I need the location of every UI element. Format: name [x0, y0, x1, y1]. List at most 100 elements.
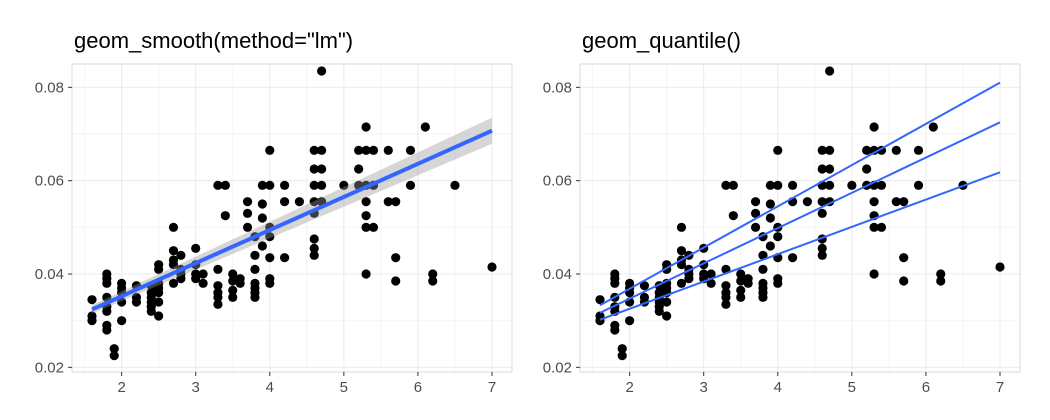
data-point	[198, 278, 208, 288]
data-point	[487, 262, 497, 272]
data-point	[250, 264, 260, 274]
data-point	[309, 250, 319, 260]
data-point	[309, 234, 319, 244]
data-point	[213, 264, 223, 274]
data-point	[825, 164, 835, 174]
data-point	[995, 262, 1005, 272]
data-point	[317, 145, 327, 155]
data-point	[168, 260, 179, 270]
data-point	[617, 351, 627, 361]
data-point	[913, 180, 924, 190]
data-point	[87, 316, 97, 326]
data-point	[817, 197, 827, 207]
data-point	[773, 180, 783, 190]
data-point	[361, 269, 371, 279]
x-tick-label: 7	[488, 379, 496, 396]
data-point	[743, 274, 753, 284]
data-point	[787, 180, 798, 190]
data-point	[220, 180, 230, 190]
data-point	[368, 145, 379, 155]
data-point	[721, 281, 731, 291]
data-point	[265, 180, 275, 190]
data-point	[869, 145, 879, 155]
data-point	[891, 145, 901, 155]
data-point	[279, 180, 290, 190]
y-tick-label: 0.02	[35, 359, 64, 376]
data-point	[117, 316, 127, 326]
data-point	[102, 325, 112, 335]
data-point	[102, 306, 112, 316]
data-point	[765, 199, 775, 209]
data-point	[228, 269, 238, 279]
data-point	[817, 145, 827, 155]
data-point	[684, 274, 694, 284]
data-point	[168, 246, 179, 256]
data-point	[228, 276, 238, 286]
data-point	[428, 269, 438, 279]
data-point	[420, 122, 430, 132]
data-point	[294, 197, 305, 207]
data-point	[721, 299, 731, 309]
y-tick-label: 0.02	[543, 359, 572, 376]
data-point	[936, 276, 946, 286]
data-point	[721, 180, 731, 190]
data-point	[736, 285, 746, 295]
data-point	[368, 222, 379, 232]
data-point	[117, 297, 127, 307]
data-point	[354, 145, 364, 155]
quantile-line	[599, 171, 1001, 321]
data-point	[817, 208, 827, 218]
data-point	[676, 260, 687, 270]
data-point	[213, 299, 223, 309]
data-point	[899, 276, 909, 286]
data-point	[361, 197, 371, 207]
data-point	[265, 278, 275, 288]
data-point	[773, 278, 783, 288]
data-point	[595, 316, 605, 326]
data-point	[361, 222, 371, 232]
data-point	[176, 274, 186, 284]
x-tick-label: 5	[340, 379, 348, 396]
data-point	[758, 292, 768, 302]
data-point	[428, 276, 438, 286]
data-point	[750, 222, 761, 232]
data-point	[936, 269, 946, 279]
data-point	[862, 164, 872, 174]
data-point	[361, 145, 371, 155]
data-point	[773, 145, 783, 155]
data-point	[913, 145, 924, 155]
data-point	[242, 197, 253, 207]
panel-lm: geom_smooth(method="lm") 2 3 4 5 6 7 0.02 0.04 0.…	[35, 28, 513, 396]
data-point	[391, 253, 401, 263]
data-point	[220, 211, 230, 221]
data-point	[825, 66, 835, 76]
data-point	[242, 222, 253, 232]
data-point	[758, 264, 768, 274]
data-point	[309, 180, 319, 190]
data-point	[869, 122, 879, 132]
data-point	[309, 164, 319, 174]
data-point	[706, 278, 716, 288]
data-point	[405, 180, 416, 190]
data-point	[102, 278, 112, 288]
data-point	[847, 180, 857, 190]
data-point	[899, 253, 909, 263]
data-point	[662, 311, 672, 321]
data-point	[765, 241, 775, 251]
data-point	[817, 164, 827, 174]
data-point	[450, 180, 460, 190]
data-point	[154, 264, 164, 274]
data-point	[317, 164, 327, 174]
x-tick-label: 4	[266, 379, 274, 396]
data-point	[383, 197, 393, 207]
data-point	[146, 306, 156, 316]
data-point	[610, 325, 620, 335]
data-point	[361, 122, 371, 132]
data-point	[213, 180, 223, 190]
data-point	[869, 222, 879, 232]
y-tick-label: 0.04	[35, 266, 64, 283]
data-point	[617, 344, 627, 354]
data-point	[869, 197, 879, 207]
x-tick-label: 2	[117, 379, 125, 396]
panel-border	[71, 63, 513, 373]
